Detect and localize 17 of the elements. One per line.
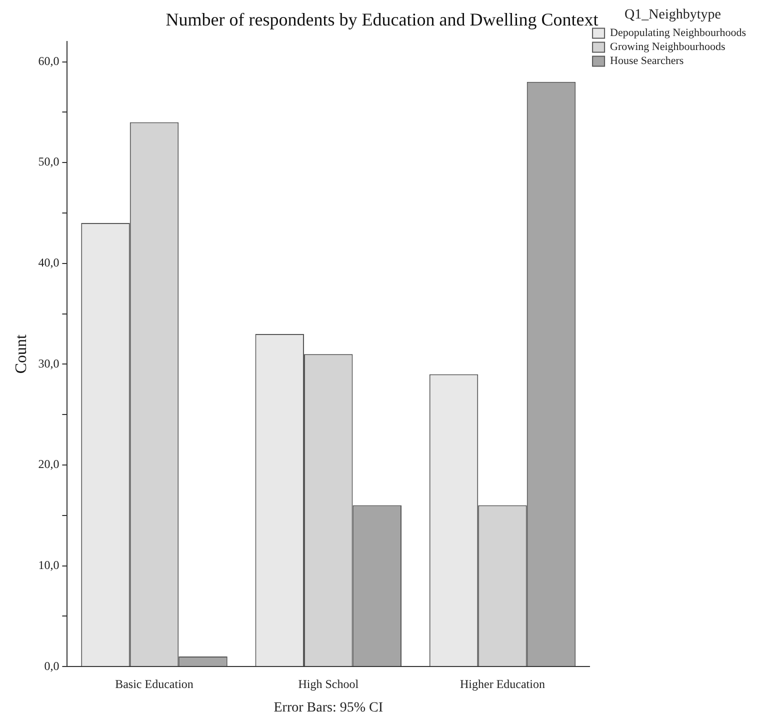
y-tick-label: 0,0 [44,658,60,673]
y-tick-label: 30,0 [38,356,60,370]
y-tick-label: 20,0 [38,457,60,472]
text: Error Bars: 95% CI [274,700,384,716]
legend-label: Growing Neighbourhoods [610,41,726,54]
y-tick-label: 60,0 [38,54,60,68]
legend-label: Depopulating Neighbourhoods [610,27,746,40]
x-tick-label: High School [298,676,360,691]
chart-title: Number of respondents by Education and Dwelling Context [166,10,598,30]
legend-label: House Searchers [610,55,684,68]
x-tick-label: Higher Education [460,676,545,691]
y-axis-title: Count [12,334,30,374]
y-tick-label: 10,0 [38,558,60,572]
y-tick-label: 40,0 [38,256,60,270]
y-tick-label: 50,0 [38,154,60,169]
x-tick-label: Basic Education [115,676,194,691]
legend-title: Q1_Neighbytype [624,8,721,23]
